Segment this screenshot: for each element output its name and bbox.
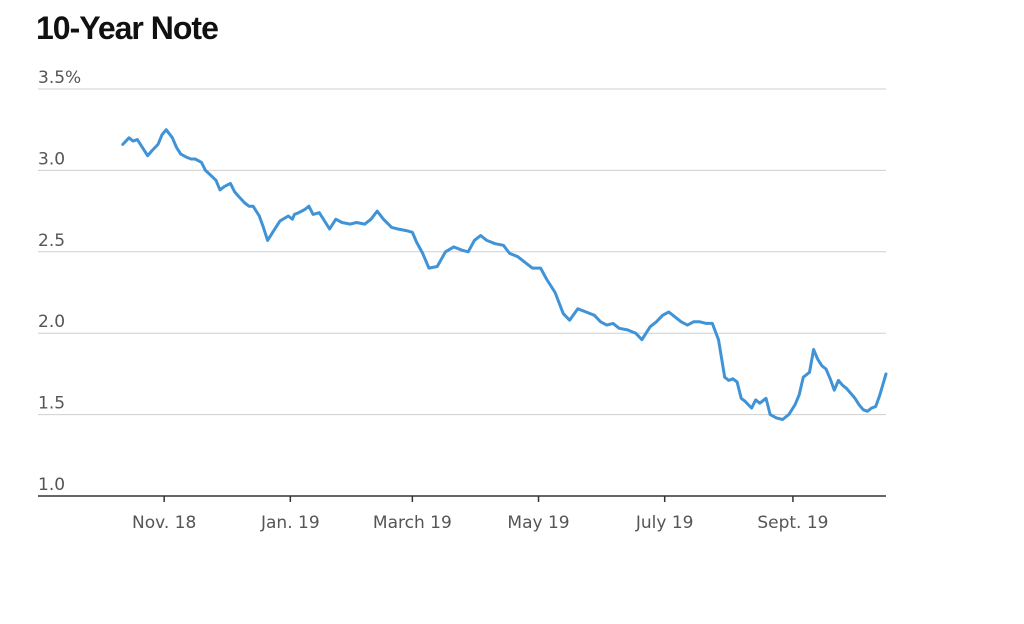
chart-title: 10-Year Note <box>36 10 219 46</box>
y-tick-label: 2.0 <box>38 312 65 332</box>
y-tick-label: 3.0 <box>38 149 65 169</box>
x-tick-label: Nov. 18 <box>132 513 196 533</box>
grid-lines <box>38 88 886 497</box>
x-tick-label: Sept. 19 <box>757 513 828 533</box>
y-tick-label: 2.5 <box>38 231 65 251</box>
x-tick-label: March 19 <box>373 513 452 533</box>
y-axis: 3.5% 3.0 2.5 2.0 1.5 1.0 <box>38 68 81 495</box>
series-layer <box>121 128 888 421</box>
y-tick-label: 1.0 <box>38 475 65 495</box>
x-axis: Nov. 18 Jan. 19 March 19 May 19 July 19 Sept.… <box>38 495 886 533</box>
y-tick-label: 3.5% <box>38 68 81 88</box>
yield-line <box>121 128 888 421</box>
x-tick-label: Jan. 19 <box>260 513 320 533</box>
x-tick-label: May 19 <box>507 513 569 533</box>
x-tick-label: July 19 <box>635 513 694 533</box>
y-tick-label: 1.5 <box>38 394 65 414</box>
